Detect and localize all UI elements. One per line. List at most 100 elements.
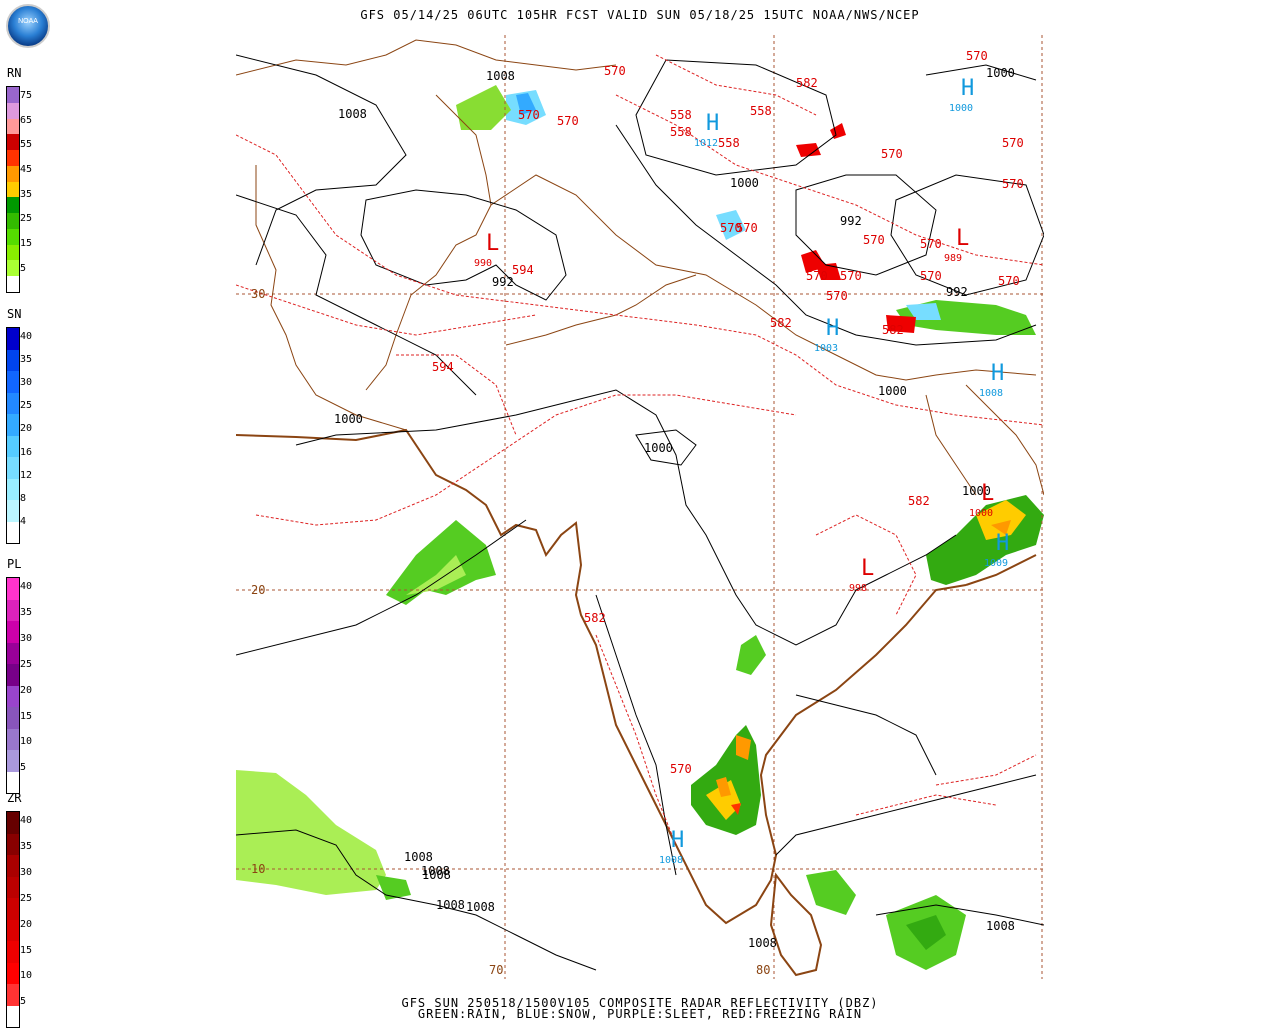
isobar-label: 1008 bbox=[748, 936, 777, 950]
thickness-label: 558 bbox=[718, 136, 740, 150]
legend-label: 35 bbox=[20, 188, 33, 200]
legend-label: 25 bbox=[20, 400, 33, 412]
legend-label: 30 bbox=[20, 866, 33, 878]
thickness-label: 594 bbox=[432, 360, 454, 374]
legend-label: 20 bbox=[20, 423, 33, 435]
legend-label: 25 bbox=[20, 213, 33, 225]
isobar-label: 992 bbox=[946, 285, 968, 299]
footer-line-2: GREEN:RAIN, BLUE:SNOW, PURPLE:SLEET, RED… bbox=[417, 1007, 863, 1021]
thickness-label: 570 bbox=[881, 147, 903, 161]
thickness-label: 582 bbox=[882, 323, 904, 337]
thickness-label: 570 bbox=[966, 49, 988, 63]
isobar-label: 1008 bbox=[404, 850, 433, 864]
center-value: 1008 bbox=[979, 388, 1003, 399]
high-pressure-center: H bbox=[671, 828, 684, 853]
legend-label: 40 bbox=[20, 581, 33, 592]
legend-colorbar-pl bbox=[6, 577, 20, 794]
thickness-label: 582 bbox=[584, 611, 606, 625]
latitude-label: 20 bbox=[251, 583, 265, 597]
center-value: 998 bbox=[849, 583, 867, 594]
legend-label: 16 bbox=[20, 446, 33, 458]
thickness-label: 570 bbox=[518, 108, 540, 122]
latitude-label: 30 bbox=[251, 287, 265, 301]
thickness-label: 594 bbox=[512, 263, 534, 277]
legend-label: 25 bbox=[20, 658, 33, 670]
low-pressure-center: L bbox=[981, 481, 994, 506]
legend-colorbar-sn bbox=[6, 327, 20, 544]
high-pressure-center: H bbox=[961, 76, 974, 101]
thickness-label: 570 bbox=[1002, 136, 1024, 150]
legend-title-zr: ZR bbox=[7, 791, 22, 805]
isobar-label: 1008 bbox=[986, 919, 1015, 933]
low-pressure-center: L bbox=[956, 226, 969, 251]
legend-title-sn: SN bbox=[7, 307, 22, 321]
map-title: GFS 05/14/25 06UTC 105HR FCST VALID SUN … bbox=[360, 8, 920, 22]
legend-label: 40 bbox=[20, 331, 33, 342]
thickness-label: 570 bbox=[920, 237, 942, 251]
center-value: 990 bbox=[474, 258, 492, 269]
high-pressure-center: H bbox=[991, 361, 1004, 386]
latitude-label: 10 bbox=[251, 862, 265, 876]
center-value: 1008 bbox=[659, 855, 683, 866]
isobar-label: 1008 bbox=[422, 868, 451, 882]
thickness-label: 570 bbox=[826, 289, 848, 303]
isobar-label: 1000 bbox=[962, 484, 991, 498]
footer-line-1: GFS SUN 250518/1500V105 COMPOSITE RADAR … bbox=[401, 996, 879, 1010]
isobar-label: 1000 bbox=[986, 66, 1015, 80]
thickness-label: 570 bbox=[1002, 177, 1024, 191]
center-value: 1000 bbox=[969, 508, 993, 519]
legend-label: 8 bbox=[20, 492, 27, 504]
legend-label: 20 bbox=[20, 918, 33, 930]
longitude-label: 70 bbox=[489, 963, 503, 977]
legend-label: 65 bbox=[20, 114, 33, 126]
legend-label: 55 bbox=[20, 139, 33, 151]
legend-label: 35 bbox=[20, 354, 33, 366]
thickness-label: 582 bbox=[770, 316, 792, 330]
thickness-label: 582 bbox=[908, 494, 930, 508]
longitude-label: 80 bbox=[756, 963, 770, 977]
thickness-label: 558 bbox=[670, 125, 692, 139]
legend-label: 20 bbox=[20, 684, 33, 696]
legend-title-rn: RN bbox=[7, 66, 22, 80]
thickness-label: 558 bbox=[670, 108, 692, 122]
high-pressure-center: H bbox=[826, 316, 839, 341]
legend-label: 45 bbox=[20, 164, 33, 176]
thickness-label: 570 bbox=[736, 221, 758, 235]
precip-fields bbox=[236, 85, 1044, 970]
isobar-label: 1000 bbox=[334, 412, 363, 426]
thickness-label: 558 bbox=[750, 104, 772, 118]
center-value: 1003 bbox=[814, 343, 838, 354]
legend-label: 10 bbox=[20, 970, 33, 982]
low-pressure-center: L bbox=[486, 231, 499, 256]
legend-label: 12 bbox=[20, 469, 33, 481]
legend-label: 15 bbox=[20, 944, 33, 956]
isobar-label: 992 bbox=[492, 275, 514, 289]
thickness-label: 570 bbox=[998, 274, 1020, 288]
thickness-label: 570 bbox=[604, 64, 626, 78]
isobars bbox=[236, 54, 1044, 971]
legend-label: 75 bbox=[20, 90, 33, 101]
lat-lon-grid bbox=[236, 35, 1044, 979]
thickness-label: 570 bbox=[557, 114, 579, 128]
isobar-label: 1000 bbox=[878, 384, 907, 398]
isobar-label: 1000 bbox=[730, 176, 759, 190]
legend-label: 25 bbox=[20, 892, 33, 904]
legend-label: 30 bbox=[20, 632, 33, 644]
legend-label: 4 bbox=[20, 515, 27, 527]
thickness-label: 570 bbox=[840, 269, 862, 283]
isobar-label: 1008 bbox=[421, 864, 450, 878]
center-value: 1000 bbox=[949, 103, 973, 114]
legend-label: 15 bbox=[20, 238, 33, 250]
isobar-label: 992 bbox=[840, 214, 862, 228]
coastlines bbox=[236, 428, 1037, 977]
thickness-label: 570 bbox=[670, 762, 692, 776]
low-pressure-center: L bbox=[861, 556, 874, 581]
high-pressure-center: H bbox=[996, 531, 1009, 556]
legend-label: 5 bbox=[20, 262, 27, 274]
isobar-label: 1008 bbox=[466, 900, 495, 914]
thickness-label: 570 bbox=[863, 233, 885, 247]
legend-title-pl: PL bbox=[7, 557, 22, 571]
political-borders bbox=[236, 39, 1044, 496]
